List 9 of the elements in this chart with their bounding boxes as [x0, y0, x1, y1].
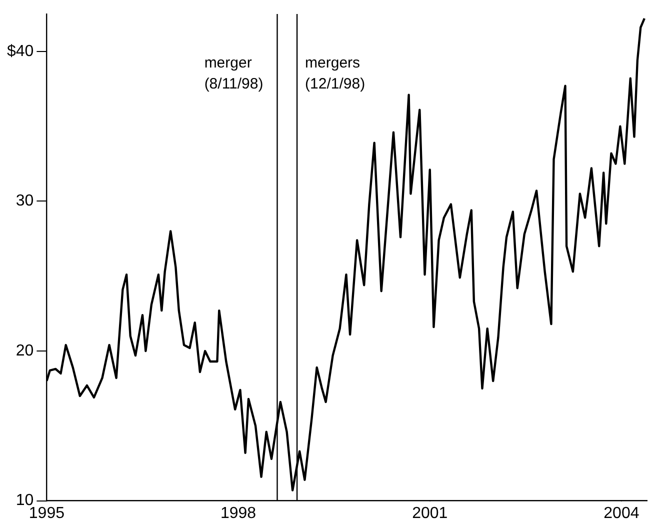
- ref-line-label: mergers (12/1/98): [305, 54, 366, 93]
- y-tick-label: 20: [16, 342, 34, 360]
- x-tick-label: 2001: [412, 504, 448, 522]
- x-tick-label: 2004: [604, 504, 640, 522]
- x-tick-label: 1995: [28, 504, 65, 522]
- y-tick-label: 30: [16, 192, 34, 210]
- ref-line-label: merger (8/11/98): [204, 54, 264, 93]
- y-tick-label: $40: [6, 42, 34, 60]
- x-tick-label: 1998: [220, 504, 256, 522]
